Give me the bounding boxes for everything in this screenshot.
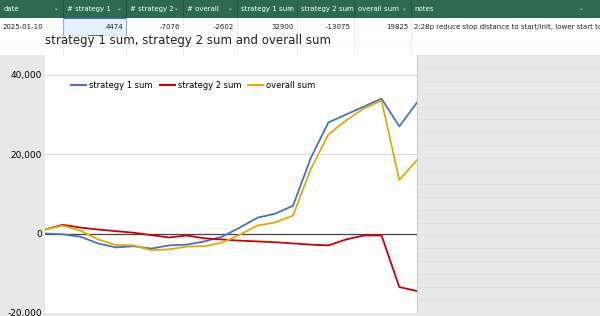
Bar xyxy=(63,18,126,36)
Text: ⌄: ⌄ xyxy=(53,7,58,11)
Text: notes: notes xyxy=(415,6,434,12)
Text: 2:28p reduce stop distance to start/init, lower start to 7: 2:28p reduce stop distance to start/init… xyxy=(414,24,600,30)
Text: strategy 2 sum: strategy 2 sum xyxy=(301,6,353,12)
Text: # strategy 2: # strategy 2 xyxy=(130,6,173,12)
Legend: strategy 1 sum, strategy 2 sum, overall sum: strategy 1 sum, strategy 2 sum, overall … xyxy=(68,77,319,93)
Text: strategy 1 sum, strategy 2 sum and overall sum: strategy 1 sum, strategy 2 sum and overa… xyxy=(45,34,331,47)
Text: 4474: 4474 xyxy=(106,24,123,30)
Text: # overall: # overall xyxy=(187,6,218,12)
Text: overall sum: overall sum xyxy=(358,6,398,12)
Text: 2025-01-10: 2025-01-10 xyxy=(3,24,44,30)
Bar xyxy=(88,34,101,36)
Text: ⌄: ⌄ xyxy=(578,7,583,11)
Text: ⌄: ⌄ xyxy=(401,7,406,11)
Text: ⌄: ⌄ xyxy=(227,7,232,11)
Text: strategy 1 sum: strategy 1 sum xyxy=(241,6,293,12)
Text: ⌄: ⌄ xyxy=(116,7,121,11)
Text: ⌄: ⌄ xyxy=(173,7,178,11)
Text: ⌄: ⌄ xyxy=(287,7,292,11)
Text: 32900: 32900 xyxy=(272,24,294,30)
Text: -2602: -2602 xyxy=(214,24,234,30)
Text: ⌄: ⌄ xyxy=(344,7,349,11)
Text: -7076: -7076 xyxy=(160,24,180,30)
Text: -13075: -13075 xyxy=(326,24,351,30)
Text: # strategy 1: # strategy 1 xyxy=(67,6,110,12)
Text: date: date xyxy=(4,6,19,12)
Text: 19825: 19825 xyxy=(386,24,408,30)
